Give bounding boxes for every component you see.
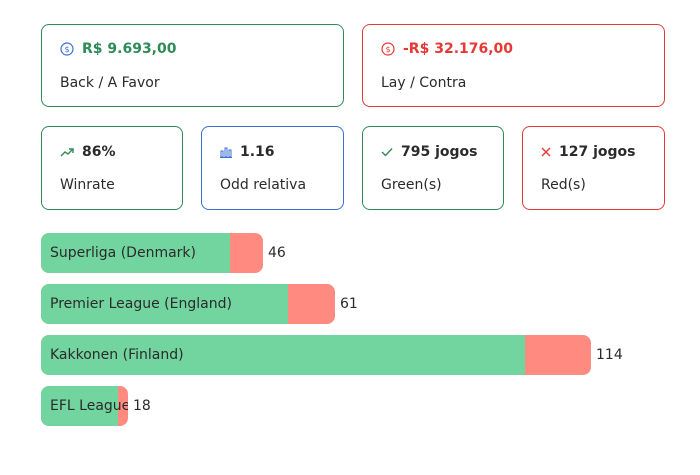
svg-text:$: $: [64, 45, 69, 54]
green-card: 795 jogos Green(s): [362, 126, 504, 210]
odd-label: Odd relativa: [220, 177, 307, 193]
league-bar[interactable]: EFL League: [41, 386, 128, 426]
league-bar-green-segment: [41, 284, 288, 324]
league-bar-green-segment: [41, 335, 525, 375]
league-count: 46: [268, 245, 286, 261]
dollar-circle-icon: $: [60, 42, 74, 56]
odd-value: 1.16: [240, 144, 275, 160]
league-count: 114: [596, 347, 623, 363]
x-icon: [541, 147, 551, 157]
league-name: Kakkonen (Finland): [50, 347, 184, 363]
league-row: Premier League (England) 61: [41, 284, 358, 324]
league-row: EFL League 18: [41, 386, 151, 426]
league-row: Superliga (Denmark) 46: [41, 233, 286, 273]
back-card: $ R$ 9.693,00 Back / A Favor: [41, 24, 344, 107]
trending-up-icon: [60, 146, 74, 158]
green-value: 795 jogos: [401, 144, 478, 160]
league-bar[interactable]: Kakkonen (Finland): [41, 335, 591, 375]
league-name: Premier League (England): [50, 296, 232, 312]
svg-text:$: $: [385, 45, 390, 54]
league-name: Superliga (Denmark): [50, 245, 196, 261]
league-row: Kakkonen (Finland) 114: [41, 335, 623, 375]
check-icon: [381, 147, 393, 157]
dollar-circle-icon: $: [381, 42, 395, 56]
lay-value: -R$ 32.176,00: [403, 41, 514, 57]
league-bar-green-segment: [41, 233, 230, 273]
league-bar-green-segment: [41, 386, 118, 426]
bar-chart-icon: [220, 146, 232, 158]
lay-label: Lay / Contra: [381, 75, 467, 91]
odd-card: 1.16 Odd relativa: [201, 126, 344, 210]
back-label: Back / A Favor: [60, 75, 160, 91]
winrate-value: 86%: [82, 144, 116, 160]
league-count: 61: [340, 296, 358, 312]
league-count: 18: [133, 398, 151, 414]
lay-card: $ -R$ 32.176,00 Lay / Contra: [362, 24, 665, 107]
red-card: 127 jogos Red(s): [522, 126, 665, 210]
winrate-label: Winrate: [60, 177, 115, 193]
winrate-card: 86% Winrate: [41, 126, 183, 210]
red-label: Red(s): [541, 177, 586, 193]
green-label: Green(s): [381, 177, 442, 193]
red-value: 127 jogos: [559, 144, 636, 160]
league-name: EFL League: [50, 398, 128, 414]
league-bar[interactable]: Premier League (England): [41, 284, 335, 324]
back-value: R$ 9.693,00: [82, 41, 177, 57]
league-bar[interactable]: Superliga (Denmark): [41, 233, 263, 273]
